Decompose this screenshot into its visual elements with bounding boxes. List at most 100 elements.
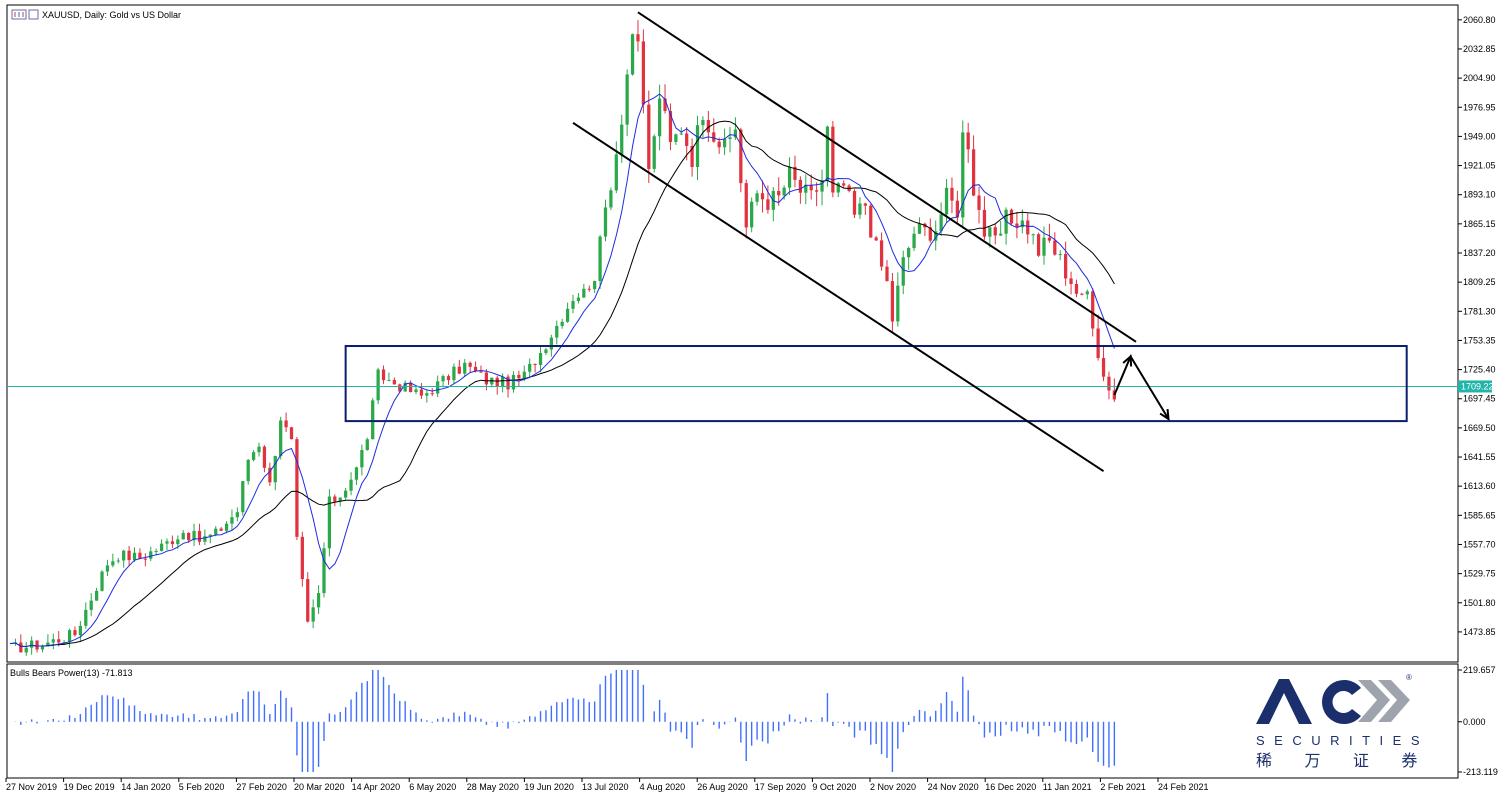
candle-body bbox=[1026, 220, 1030, 235]
candle-body bbox=[181, 532, 185, 540]
candle-body bbox=[879, 240, 884, 267]
symbol-icon-small bbox=[28, 9, 39, 20]
candle-body bbox=[690, 145, 694, 168]
candle-body bbox=[809, 184, 813, 191]
candle-body bbox=[706, 120, 710, 133]
candle-body bbox=[966, 132, 970, 150]
candle-body bbox=[961, 132, 965, 218]
candle-body bbox=[159, 543, 164, 551]
candle-body bbox=[993, 227, 997, 236]
candle-body bbox=[187, 532, 191, 541]
candle-body bbox=[685, 133, 689, 146]
candle-body bbox=[360, 450, 364, 468]
candle-body bbox=[939, 214, 943, 232]
time-tick-label: 2 Nov 2020 bbox=[870, 782, 916, 792]
candle-body bbox=[251, 452, 256, 460]
candle-body bbox=[100, 571, 104, 591]
candle-body bbox=[57, 639, 61, 643]
candle-body bbox=[831, 126, 835, 193]
time-tick-label: 20 Mar 2020 bbox=[294, 782, 345, 792]
candle-body bbox=[625, 74, 629, 125]
logo-tagline: SECURITIES bbox=[1256, 733, 1429, 748]
candle-body bbox=[825, 126, 830, 181]
candle-body bbox=[544, 349, 548, 353]
candle-body bbox=[403, 382, 407, 392]
candle-body bbox=[94, 590, 99, 601]
candle-body bbox=[78, 625, 82, 636]
candle-body bbox=[349, 479, 353, 491]
candle-body bbox=[311, 607, 315, 622]
candle-body bbox=[284, 420, 288, 428]
bulls-bears-histogram: 219.657 0.000 -213.119 bbox=[14, 665, 1498, 777]
candle-body bbox=[511, 374, 516, 390]
candle-body bbox=[300, 536, 304, 580]
candle-body bbox=[950, 187, 954, 201]
candle-body bbox=[289, 427, 294, 440]
candle-body bbox=[934, 231, 938, 241]
time-tick-label: 24 Feb 2021 bbox=[1158, 782, 1209, 792]
time-tick-label: 11 Jan 2021 bbox=[1043, 782, 1092, 792]
candle-body bbox=[1042, 237, 1046, 256]
candle-body bbox=[641, 41, 646, 105]
candle-body bbox=[517, 374, 521, 379]
current-price-label: 1709.22 bbox=[1461, 381, 1494, 391]
annotations: 1709.22 bbox=[7, 11, 1494, 472]
candle-body bbox=[863, 203, 867, 206]
candle-body bbox=[408, 382, 413, 393]
candle-body bbox=[982, 209, 987, 237]
candle-body bbox=[246, 459, 250, 482]
candle-body bbox=[636, 34, 640, 42]
candle-body bbox=[901, 257, 905, 286]
logo-letter-y bbox=[1358, 680, 1390, 722]
candle-body bbox=[620, 124, 624, 155]
candle-body bbox=[208, 534, 212, 537]
candle-body bbox=[793, 166, 797, 180]
candle-body bbox=[138, 552, 142, 559]
candle-body bbox=[576, 297, 581, 302]
channel-upper-line bbox=[637, 11, 1137, 343]
candle-body bbox=[35, 640, 39, 650]
candle-body bbox=[230, 517, 234, 524]
candle-body bbox=[176, 539, 180, 545]
candle-body bbox=[1058, 254, 1062, 256]
logo-letter-c bbox=[1322, 680, 1361, 724]
candle-body bbox=[219, 528, 223, 531]
candle-body bbox=[1080, 293, 1084, 295]
price-tick-label: 1501.80 bbox=[1463, 598, 1496, 608]
candle-body bbox=[658, 98, 662, 137]
candle-body bbox=[820, 180, 824, 192]
price-tick-label: 2004.90 bbox=[1463, 73, 1496, 83]
price-tick-label: 1697.45 bbox=[1463, 394, 1496, 404]
candle-body bbox=[593, 280, 597, 290]
candle-body bbox=[1031, 234, 1035, 236]
candle-body bbox=[105, 565, 110, 572]
price-tick-label: 1753.35 bbox=[1463, 335, 1496, 345]
candle-body bbox=[1053, 240, 1057, 255]
candle-body bbox=[598, 236, 602, 281]
candle-body bbox=[533, 363, 537, 365]
candle-body bbox=[907, 248, 911, 258]
candle-body bbox=[62, 642, 66, 644]
candle-body bbox=[674, 134, 678, 142]
candle-body bbox=[430, 393, 434, 395]
logo-letter-a bbox=[1256, 679, 1312, 724]
candle-body bbox=[955, 200, 959, 218]
candle-body bbox=[733, 129, 738, 138]
candle-body bbox=[316, 593, 321, 608]
candle-body bbox=[928, 227, 932, 241]
candle-body bbox=[19, 642, 23, 653]
candle-body bbox=[609, 190, 613, 208]
candle-body bbox=[473, 366, 478, 372]
time-axis: 27 Nov 2019 19 Dec 2019 14 Jan 2020 5 Feb 2… bbox=[5, 778, 1209, 792]
candle-body bbox=[582, 288, 586, 298]
candle-body bbox=[1020, 220, 1024, 228]
candle-body bbox=[766, 199, 770, 210]
price-tick-label: 1473.85 bbox=[1463, 627, 1496, 637]
time-tick-label: 2 Feb 2021 bbox=[1100, 782, 1146, 792]
candle-body bbox=[452, 366, 456, 381]
candle-body bbox=[896, 285, 900, 322]
candle-body bbox=[874, 237, 878, 241]
candle-body bbox=[804, 184, 808, 193]
time-tick-label: 5 Feb 2020 bbox=[179, 782, 225, 792]
candle-body bbox=[170, 541, 175, 545]
